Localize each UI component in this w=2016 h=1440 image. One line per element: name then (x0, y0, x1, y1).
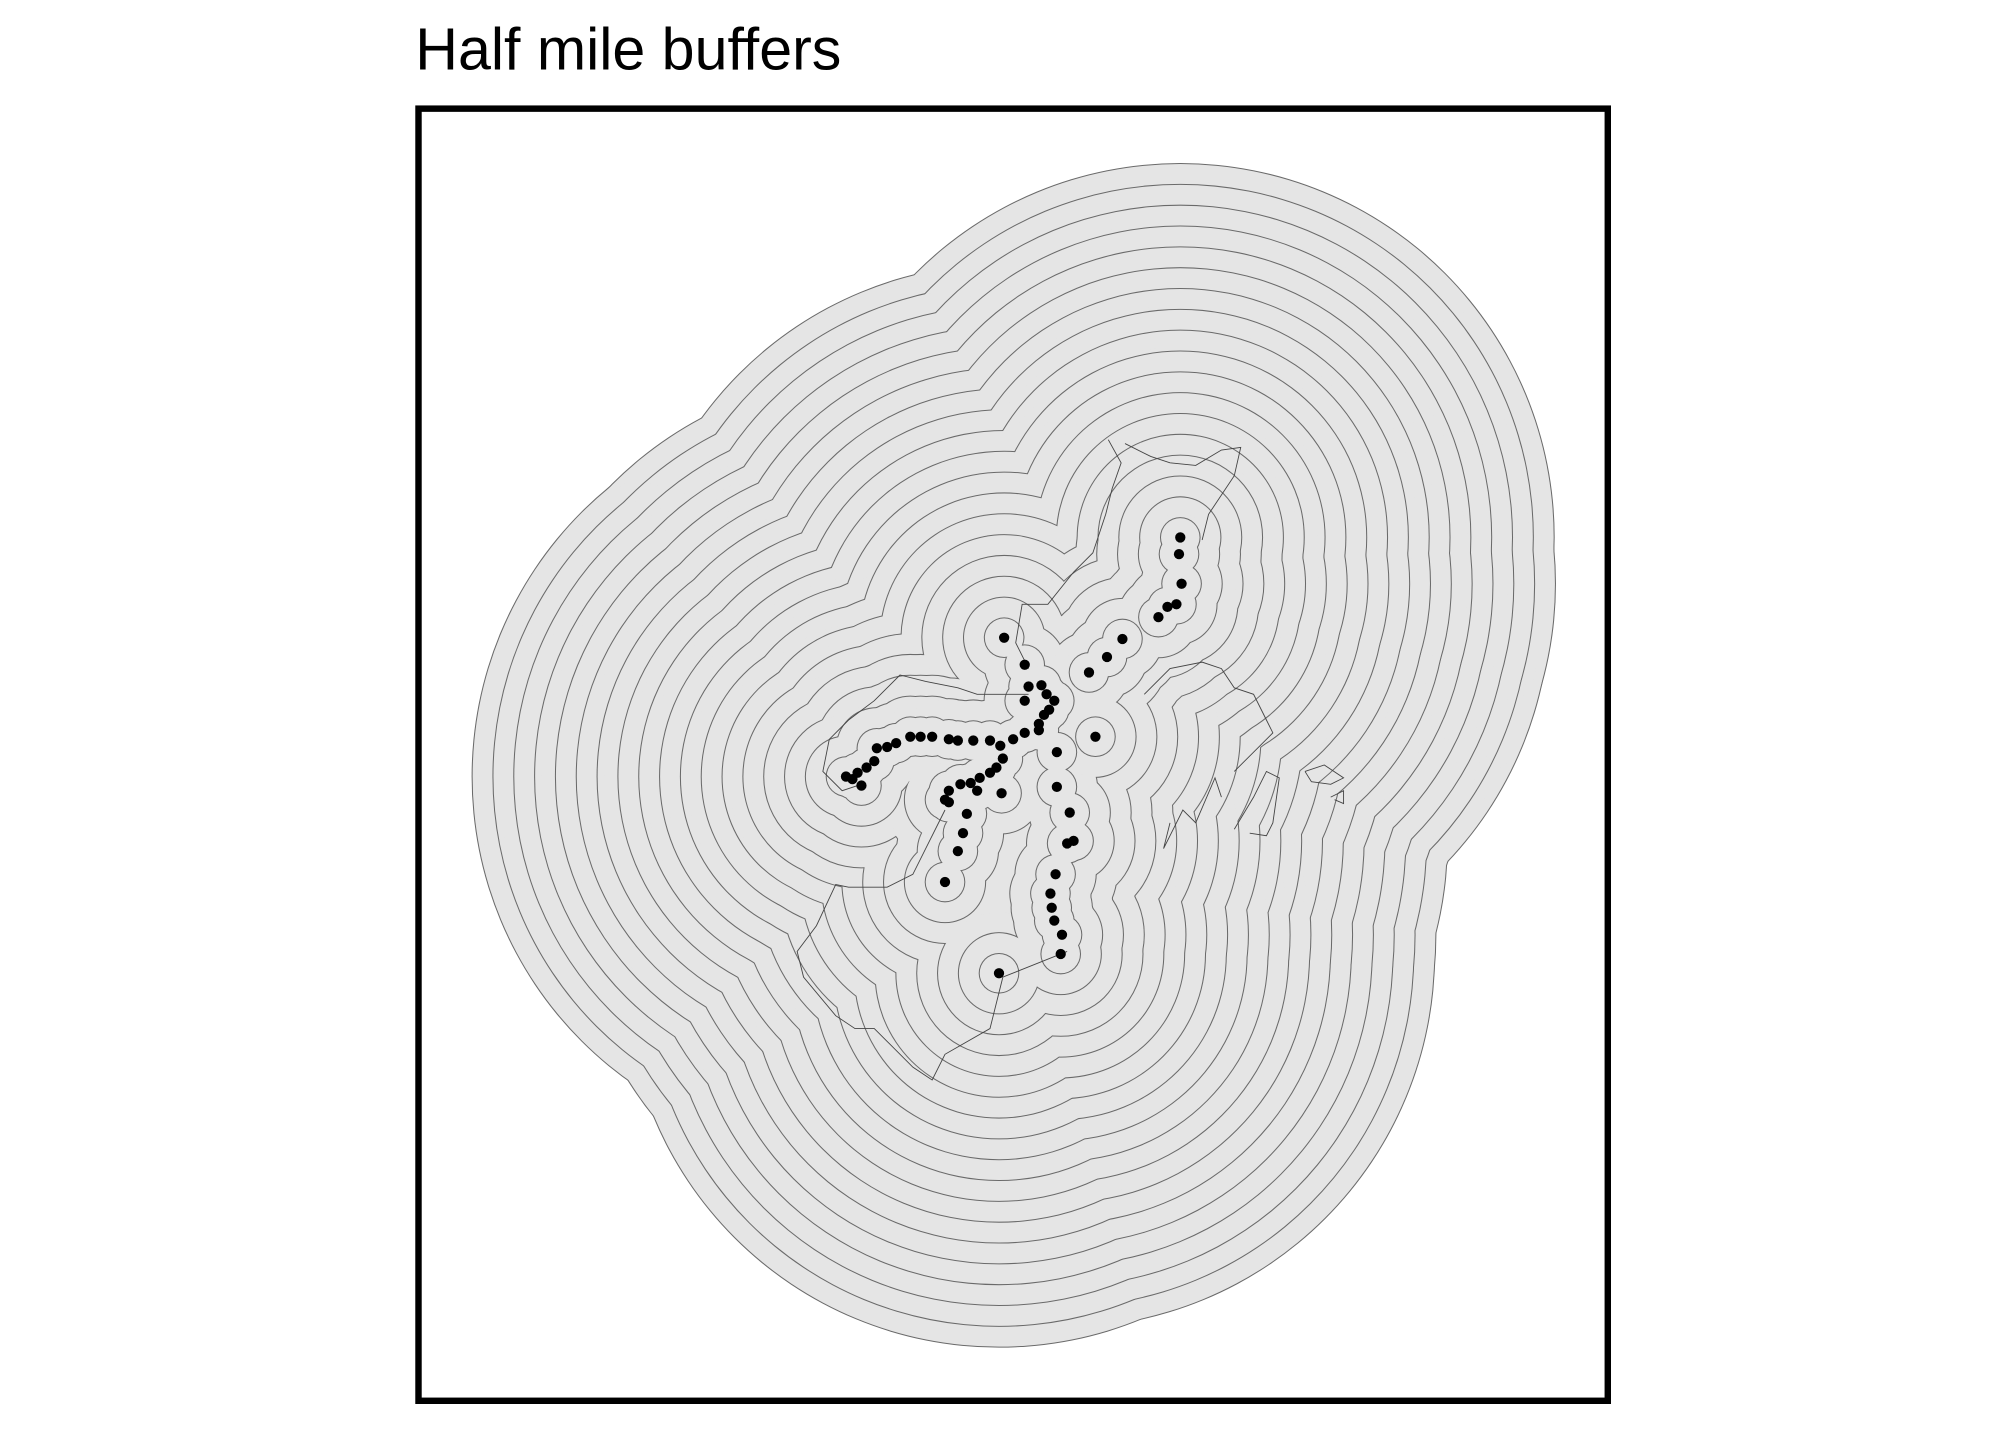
station (1019, 659, 1030, 670)
station (1051, 781, 1062, 792)
station (943, 797, 954, 808)
station (961, 808, 972, 819)
station (1019, 695, 1030, 706)
station (1162, 601, 1173, 612)
map-frame (415, 105, 1611, 1404)
station (1090, 731, 1101, 742)
boundary-line (796, 809, 1068, 1081)
station (882, 741, 893, 753)
station (939, 876, 951, 888)
station (1056, 929, 1068, 940)
station (1049, 695, 1060, 706)
station (1019, 727, 1030, 738)
station (847, 774, 858, 785)
boundary-line (1304, 764, 1345, 785)
station (871, 743, 882, 754)
station (955, 779, 966, 790)
station (1171, 599, 1182, 610)
station (856, 780, 867, 791)
station (1176, 578, 1187, 589)
station (1008, 734, 1019, 745)
station (1049, 915, 1060, 926)
boundary-line (1330, 789, 1345, 805)
station (993, 968, 1005, 979)
station (869, 756, 880, 767)
station (905, 731, 916, 742)
station (965, 777, 976, 789)
station (1041, 689, 1052, 700)
station (1050, 869, 1061, 880)
station (1117, 633, 1128, 645)
station (1064, 807, 1075, 818)
station (1055, 948, 1066, 960)
station (968, 735, 979, 746)
boundary-line (1124, 443, 1242, 541)
station (891, 738, 902, 749)
station (984, 767, 996, 778)
station (984, 735, 996, 746)
station (1173, 549, 1185, 560)
station (1023, 681, 1034, 692)
station (957, 828, 969, 839)
station (861, 762, 872, 773)
station (915, 731, 926, 742)
boundary-line (1163, 776, 1222, 849)
station (999, 632, 1010, 643)
boundary-line (1143, 661, 1274, 772)
station (952, 735, 963, 746)
station (943, 785, 954, 796)
station (1046, 902, 1057, 913)
station (1153, 612, 1164, 623)
station (1045, 888, 1056, 899)
station (995, 740, 1006, 751)
station (1038, 709, 1050, 720)
station (1175, 532, 1186, 543)
station (952, 846, 963, 857)
stations (840, 532, 1187, 979)
station (1036, 680, 1047, 691)
station (927, 731, 938, 742)
station (1062, 838, 1073, 849)
station (972, 785, 983, 796)
boundaries (796, 439, 1345, 1081)
station (974, 772, 985, 783)
map-title: Half mile buffers (415, 15, 841, 82)
station (1051, 747, 1062, 758)
station (1083, 667, 1095, 678)
boundary-line (1015, 439, 1122, 669)
station (1033, 725, 1044, 736)
boundary-line (822, 674, 1029, 792)
station (996, 788, 1007, 799)
boundary-line (1233, 770, 1280, 837)
station (997, 753, 1008, 764)
station (943, 734, 954, 745)
station (1101, 651, 1113, 663)
